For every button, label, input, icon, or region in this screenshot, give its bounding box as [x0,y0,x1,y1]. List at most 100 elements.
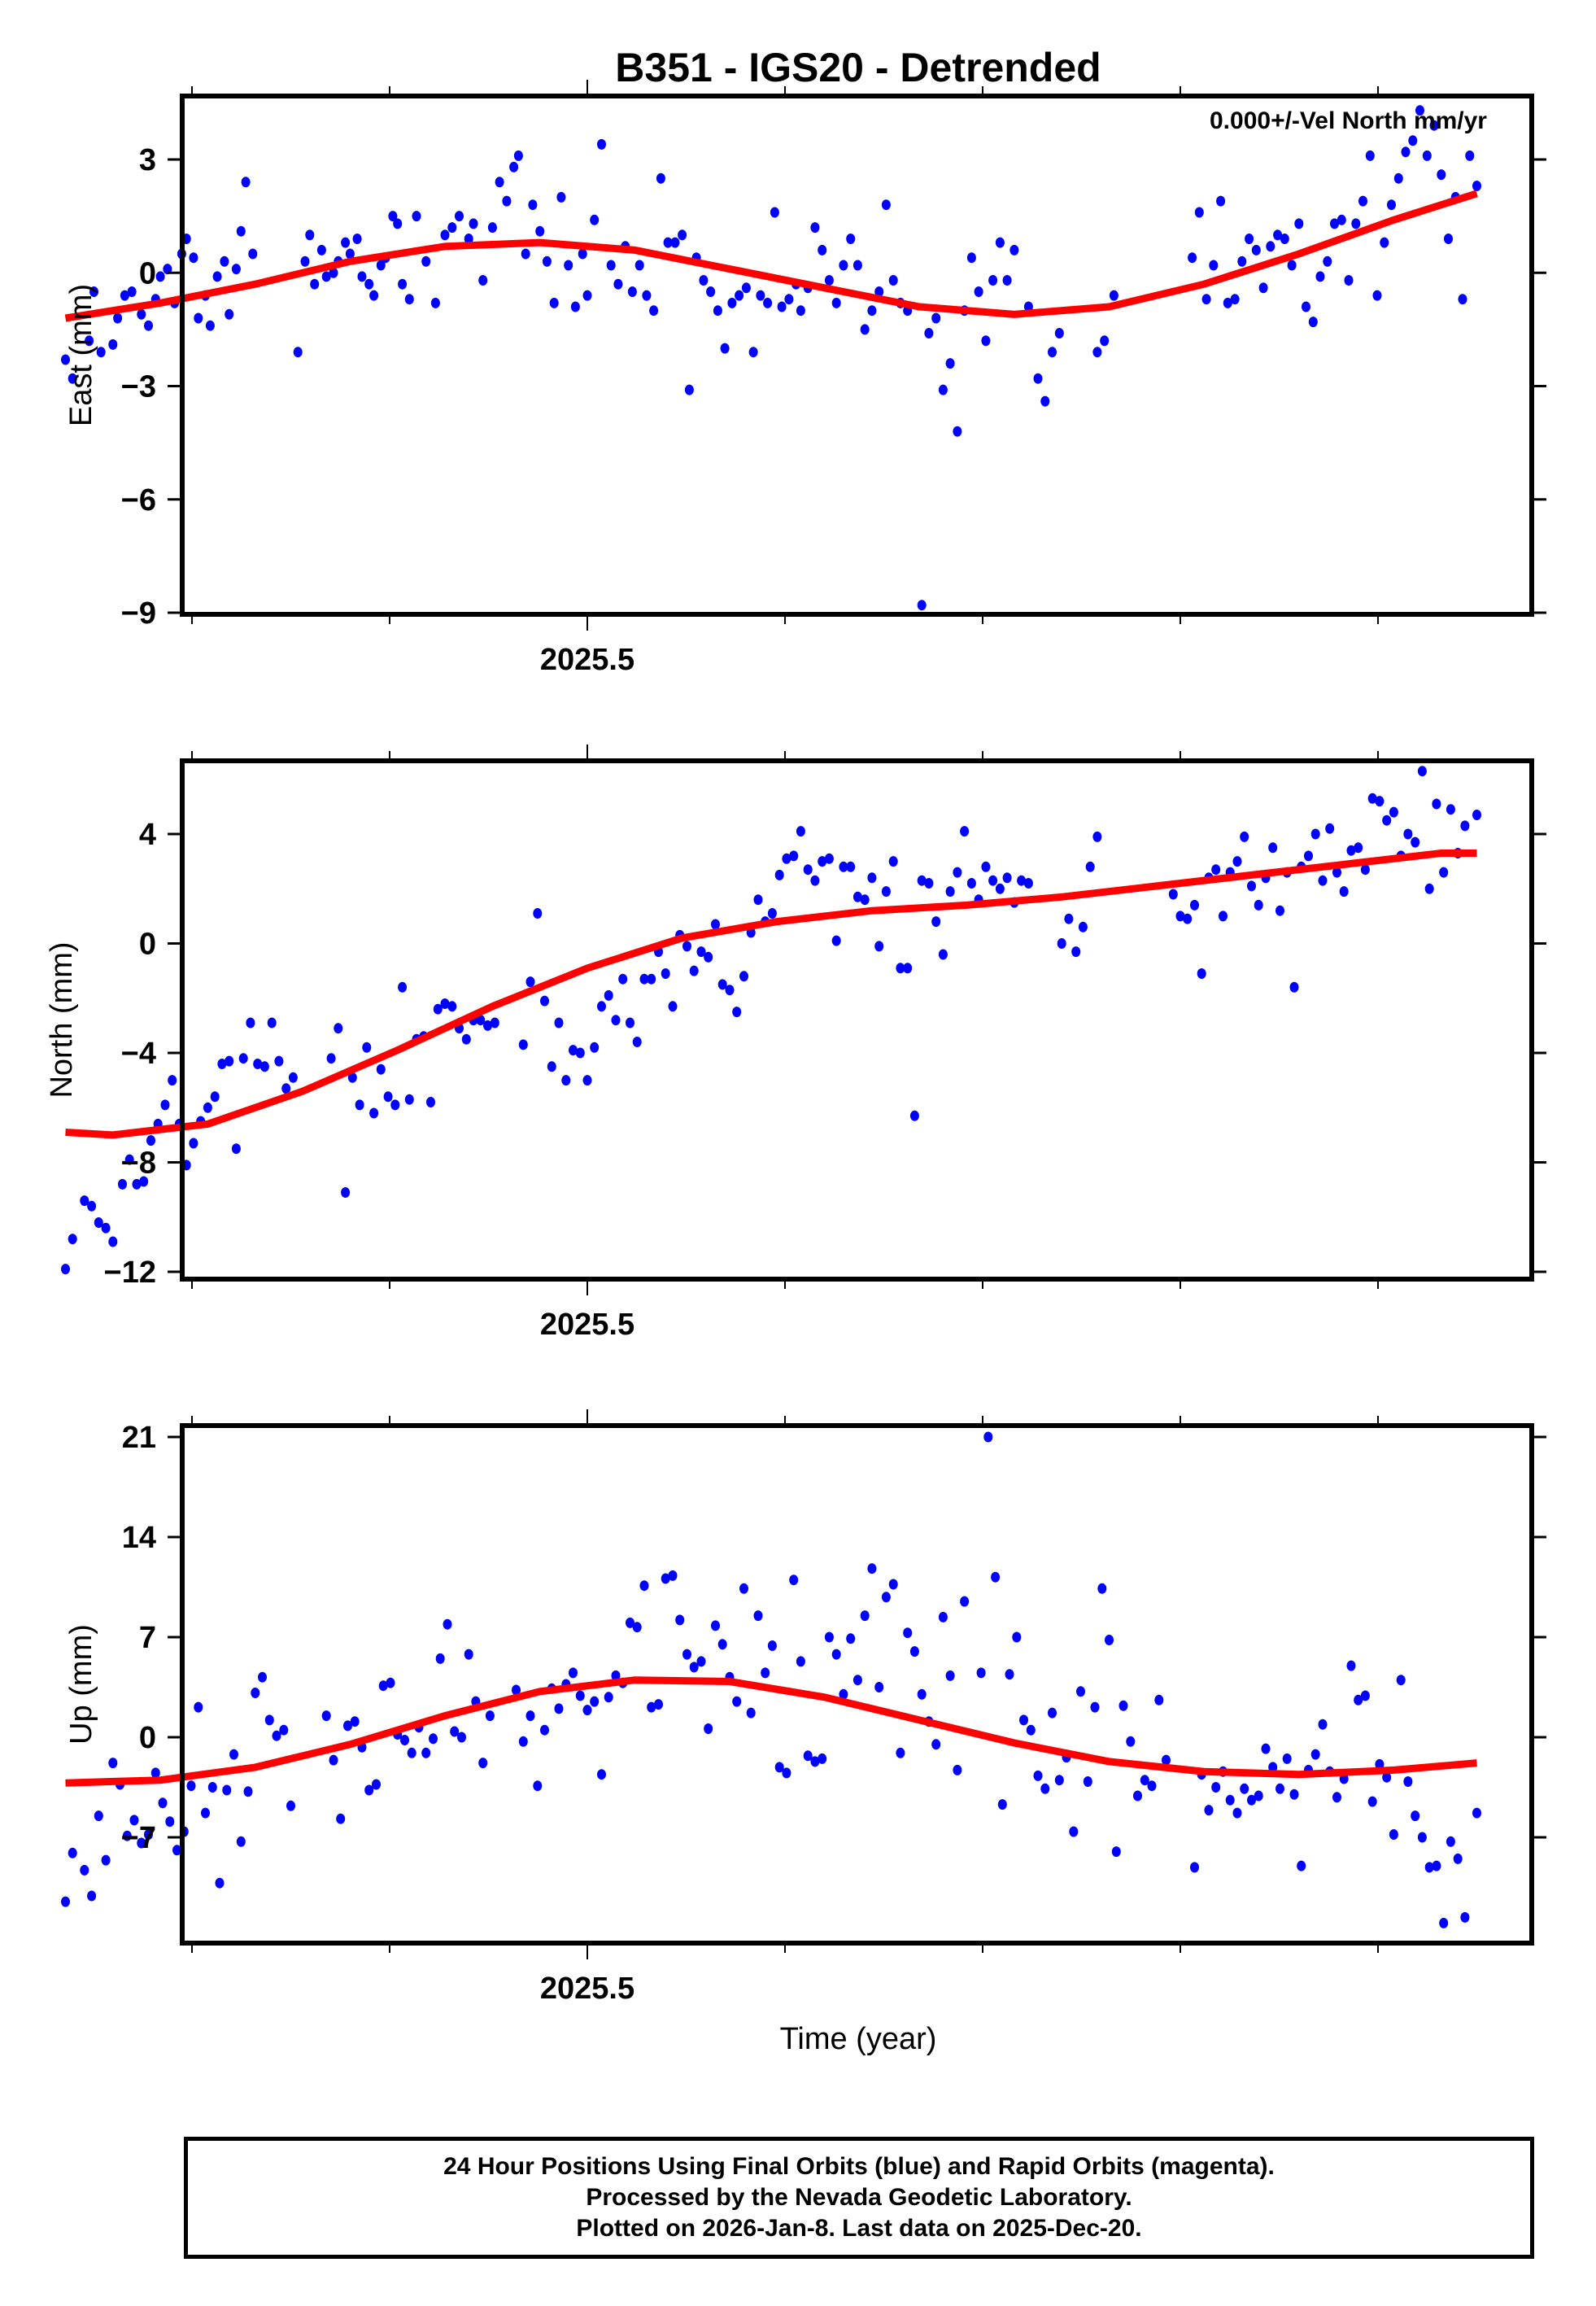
data-point [1411,1810,1420,1822]
north-data-points [61,766,1481,1275]
data-point [1261,1743,1271,1754]
data-point [429,1733,438,1745]
data-point [305,229,315,241]
north-y-label: North (mm) [45,941,79,1098]
data-point [639,1580,649,1592]
data-point [853,260,862,271]
data-point [310,278,320,290]
data-point [903,963,913,974]
data-point [321,1710,331,1722]
up-frame [180,1423,1534,1946]
data-point [1071,946,1081,958]
data-point [1033,1770,1043,1781]
data-point [61,1896,70,1907]
data-point [741,282,751,294]
data-point [1048,347,1057,358]
data-point [80,1195,89,1207]
data-point [144,1829,153,1840]
data-point [518,1039,528,1050]
data-point [1273,229,1283,241]
data-point [440,229,450,241]
data-point [513,150,523,161]
data-point [108,1236,118,1247]
data-point [810,875,820,886]
data-point [430,297,440,308]
data-point [1268,842,1278,854]
data-point [554,1703,564,1714]
data-point [561,1075,571,1086]
data-point [774,869,784,880]
data-point [243,1786,253,1797]
data-point [288,1072,298,1083]
data-point [390,1099,400,1111]
north-model-line [65,849,1477,1139]
data-point [626,1017,634,1029]
data-point [1240,831,1249,842]
y-tick-label: −4 [121,1037,156,1071]
data-point [1247,880,1256,892]
data-point [113,312,123,324]
data-point [753,1610,763,1622]
data-point [150,1767,160,1779]
data-point [824,275,834,286]
data-point [68,1234,77,1245]
data-point [316,244,326,255]
y-tick-label: 0 [139,1721,156,1755]
data-point [362,1042,372,1053]
data-point [717,1639,727,1650]
data-point [739,1583,748,1594]
data-point [770,207,779,218]
data-point [96,347,106,358]
data-point [1367,1796,1377,1807]
data-point [94,1810,103,1822]
data-point [831,1649,841,1660]
data-point [1472,1807,1481,1819]
up-y-axis: 21 14 7 0 −7 [121,1421,1546,1855]
data-point [1109,290,1119,301]
data-point [1076,1686,1085,1697]
data-point [1266,241,1275,252]
data-point [824,1631,834,1643]
data-point [210,1091,220,1103]
data-point [784,294,794,305]
data-point [654,1699,663,1710]
data-point [1085,861,1095,872]
data-point [386,1677,395,1688]
data-point [158,1797,168,1809]
data-point [663,237,673,248]
data-point [953,867,962,878]
data-point [1092,347,1102,358]
data-point [124,1154,134,1165]
data-point [352,234,362,244]
data-point [1211,1782,1221,1793]
data-point [888,856,898,867]
data-point [1100,335,1110,347]
data-point [689,965,699,976]
data-point [512,1684,521,1696]
data-point [867,1563,877,1574]
data-point [706,286,716,297]
data-point [1002,872,1012,884]
data-point [782,853,791,864]
data-point [549,297,559,308]
data-point [341,237,351,248]
data-point [205,320,215,331]
data-point [604,989,613,1001]
data-point [1446,804,1455,815]
data-point [1360,864,1370,876]
data-point [398,981,408,993]
data-point [1415,105,1424,116]
data-point [1223,297,1232,308]
data-point [1119,1700,1128,1711]
data-point [988,275,998,286]
data-point [1422,150,1432,161]
data-point [476,1015,486,1026]
data-point [1254,1790,1263,1802]
data-point [590,214,600,225]
data-point [461,1033,471,1045]
data-point [1411,836,1420,848]
data-point [542,255,552,267]
data-point [670,237,680,248]
data-point [789,850,799,862]
